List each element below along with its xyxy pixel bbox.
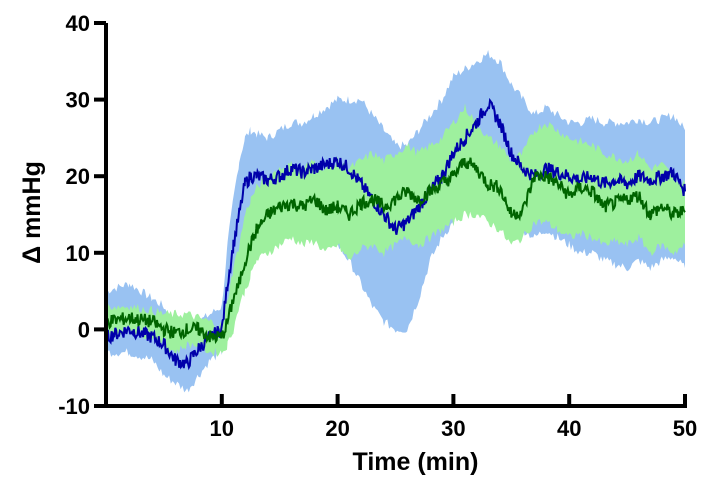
- series-line-1: [105, 97, 686, 371]
- x-ticks: 10 20 30 40 50: [210, 394, 697, 441]
- series-lines: [105, 97, 686, 371]
- y-axis-title: Δ mmHg: [18, 161, 46, 264]
- y-tick-label: 30: [66, 88, 90, 113]
- y-tick-label: 40: [66, 11, 90, 36]
- y-tick-label: 20: [66, 164, 90, 189]
- x-tick-label: 50: [673, 416, 697, 441]
- y-tick-label: 0: [78, 317, 90, 342]
- y-tick-label: -10: [58, 394, 90, 419]
- axes: [104, 23, 687, 408]
- x-tick-label: 40: [557, 416, 581, 441]
- x-tick-label: 10: [210, 416, 234, 441]
- y-ticks: -10 0 10 20 30 40: [58, 11, 106, 419]
- y-tick-label: 10: [66, 241, 90, 266]
- x-tick-label: 20: [325, 416, 349, 441]
- series-line-2: [105, 157, 686, 345]
- x-tick-label: 30: [441, 416, 465, 441]
- x-axis-title: Time (min): [353, 448, 479, 476]
